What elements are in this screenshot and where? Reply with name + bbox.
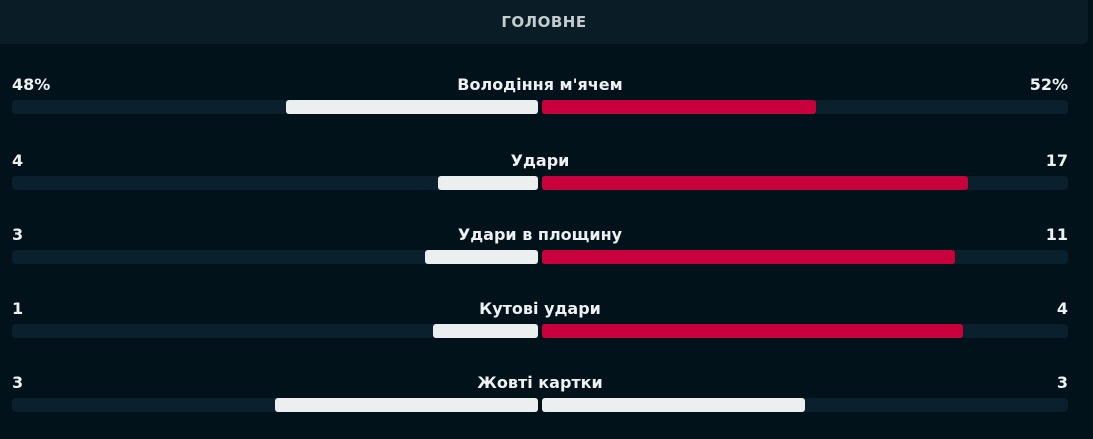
- home-bar-track: [12, 324, 538, 338]
- away-value: 4: [1056, 299, 1068, 318]
- home-value: 4: [12, 151, 24, 170]
- away-value: 3: [1056, 373, 1068, 392]
- home-bar-track: [12, 100, 538, 114]
- home-bar-fill: [275, 398, 538, 412]
- stat-name: Володіння м'ячем: [457, 75, 623, 94]
- stat-row: 48% Володіння м'ячем 52%: [12, 74, 1068, 124]
- away-bar-fill: [542, 324, 963, 338]
- away-bar-track: [542, 398, 1068, 412]
- home-bar-fill: [432, 324, 538, 338]
- section-title: ГОЛОВНЕ: [501, 13, 587, 31]
- stat-name: Удари: [510, 151, 570, 170]
- away-value: 17: [1045, 151, 1068, 170]
- home-bar-track: [12, 176, 538, 190]
- away-value: 52%: [1029, 75, 1068, 94]
- home-bar-track: [12, 398, 538, 412]
- section-header: ГОЛОВНЕ: [0, 0, 1088, 44]
- stat-row: 3 Удари в площину 11: [12, 224, 1068, 274]
- home-bar-fill: [425, 250, 538, 264]
- away-bar-fill: [542, 398, 805, 412]
- stat-row: 4 Удари 17: [12, 150, 1068, 200]
- away-bar-track: [542, 250, 1068, 264]
- home-bar-fill: [437, 176, 538, 190]
- stat-name: Кутові удари: [479, 299, 601, 318]
- home-value: 3: [12, 225, 24, 244]
- stat-name: Удари в площину: [457, 225, 623, 244]
- home-bar-track: [12, 250, 538, 264]
- away-value: 11: [1045, 225, 1068, 244]
- away-bar-track: [542, 176, 1068, 190]
- home-value: 1: [12, 299, 24, 318]
- stat-row: 3 Жовті картки 3: [12, 372, 1068, 422]
- away-bar-track: [542, 324, 1068, 338]
- away-bar-fill: [542, 176, 968, 190]
- away-bar-fill: [542, 100, 816, 114]
- away-bar-fill: [542, 250, 956, 264]
- home-value: 3: [12, 373, 24, 392]
- home-bar-fill: [285, 100, 538, 114]
- stat-name: Жовті картки: [477, 373, 603, 392]
- stat-row: 1 Кутові удари 4: [12, 298, 1068, 348]
- away-bar-track: [542, 100, 1068, 114]
- home-value: 48%: [12, 75, 51, 94]
